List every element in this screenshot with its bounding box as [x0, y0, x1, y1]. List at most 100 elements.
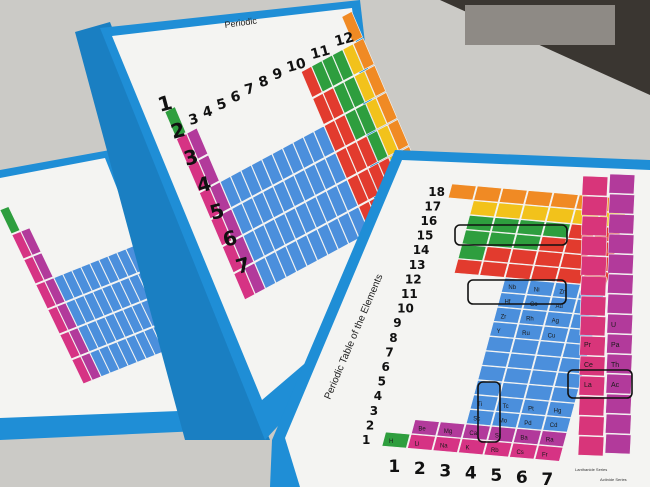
- f-block-cell: [579, 295, 607, 317]
- element-cell: [507, 353, 536, 370]
- group-number: 4: [201, 103, 215, 121]
- element-symbol: Sc: [473, 416, 480, 422]
- element-cell: [336, 179, 359, 212]
- element-cell: [231, 203, 253, 235]
- element-cell: [555, 267, 585, 285]
- element-cell: [186, 127, 209, 160]
- element-cell: [436, 421, 466, 439]
- element-cell: [461, 229, 491, 247]
- f-block-cell: [581, 195, 608, 217]
- f-block-cell: [581, 175, 609, 197]
- period-number: 2: [168, 117, 188, 144]
- element-cell: [550, 386, 579, 404]
- group-number: 10: [397, 302, 414, 316]
- element-symbol: Hf: [504, 300, 510, 306]
- element-cell: [107, 341, 129, 370]
- element-cell: [516, 413, 546, 431]
- f-block-cell: [605, 393, 632, 415]
- group-number: 3: [187, 111, 201, 129]
- element-cell: [303, 131, 325, 164]
- element-cell: [332, 49, 354, 82]
- period-number: 4: [465, 464, 477, 484]
- element-cell: [538, 430, 568, 448]
- marker-outline: [467, 279, 567, 305]
- element-cell: [134, 330, 156, 359]
- period-number: 6: [516, 468, 528, 487]
- element-symbol: Zn: [559, 289, 566, 295]
- element-cell: [366, 130, 389, 163]
- element-symbol: Pt: [528, 406, 534, 412]
- element-cell: [74, 295, 96, 324]
- group-number: 12: [405, 272, 422, 286]
- element-cell: [520, 204, 550, 222]
- element-cell: [345, 141, 368, 174]
- f-block-cell: [606, 333, 633, 355]
- element-cell: [458, 438, 487, 456]
- element-cell: [516, 219, 546, 237]
- element-cell: [198, 154, 220, 187]
- element-cell: [113, 309, 135, 338]
- element-cell: [522, 294, 552, 312]
- group-number: 7: [243, 81, 257, 99]
- element-cell: [327, 217, 349, 250]
- element-symbol: Tc: [503, 404, 509, 410]
- marker-outline: [454, 224, 568, 246]
- element-cell: [244, 262, 266, 295]
- element-cell: [473, 185, 503, 203]
- group-number: 7: [385, 345, 393, 359]
- f-block-cell: [580, 275, 607, 297]
- element-cell: [495, 396, 525, 414]
- element-cell: [104, 313, 126, 342]
- element-symbol: Hg: [554, 408, 562, 414]
- element-cell: [407, 434, 436, 451]
- element-cell: [251, 159, 273, 192]
- element-cell: [125, 334, 147, 363]
- element-cell: [283, 175, 305, 207]
- f-block-symbol: Pr: [584, 342, 592, 349]
- element-symbol: Ca: [469, 431, 477, 437]
- element-cell: [469, 200, 499, 218]
- element-cell: [284, 207, 307, 240]
- period-number: 2: [414, 459, 426, 479]
- element-cell: [497, 292, 526, 310]
- period-number: 7: [233, 252, 253, 279]
- element-cell: [187, 160, 210, 193]
- group-number: 13: [409, 258, 426, 272]
- element-cell: [65, 298, 87, 327]
- element-cell: [346, 174, 369, 206]
- element-cell: [342, 43, 365, 76]
- element-cell: [546, 401, 576, 418]
- element-cell: [532, 355, 562, 372]
- element-cell: [253, 224, 275, 257]
- element-cell: [275, 245, 297, 278]
- f-block-cell: [578, 355, 606, 377]
- f-block-cell: [579, 335, 606, 357]
- element-symbol: H: [389, 439, 393, 445]
- element-cell: [487, 231, 516, 249]
- element-cell: [510, 338, 540, 356]
- element-cell: [222, 241, 244, 274]
- element-cell: [356, 135, 378, 168]
- element-cell: [294, 202, 317, 234]
- element-cell: [122, 305, 144, 334]
- element-cell: [219, 176, 242, 208]
- element-cell: [306, 229, 328, 261]
- f-block-cell: [580, 255, 608, 277]
- period-number: 3: [439, 461, 451, 481]
- element-cell: [68, 327, 90, 356]
- element-cell: [381, 431, 411, 449]
- right-periodic-grid: H Li Be Na Mg K Ca Sc Ti Y Zr Hf Nb Rb Sr Mo Tc Ru Rh Co Ni C…: [381, 173, 636, 462]
- element-cell: [465, 215, 495, 232]
- element-cell: [293, 169, 316, 202]
- marker-outline: [477, 381, 501, 443]
- element-cell: [323, 120, 346, 152]
- element-cell: [355, 103, 377, 136]
- element-cell: [83, 291, 105, 320]
- f-block-cell: [607, 213, 635, 235]
- element-cell: [518, 309, 548, 326]
- element-cell: [116, 338, 138, 367]
- group-number: 15: [417, 229, 434, 243]
- element-cell: [262, 186, 285, 219]
- element-cell: [495, 202, 524, 220]
- element-symbol: Co: [530, 302, 538, 308]
